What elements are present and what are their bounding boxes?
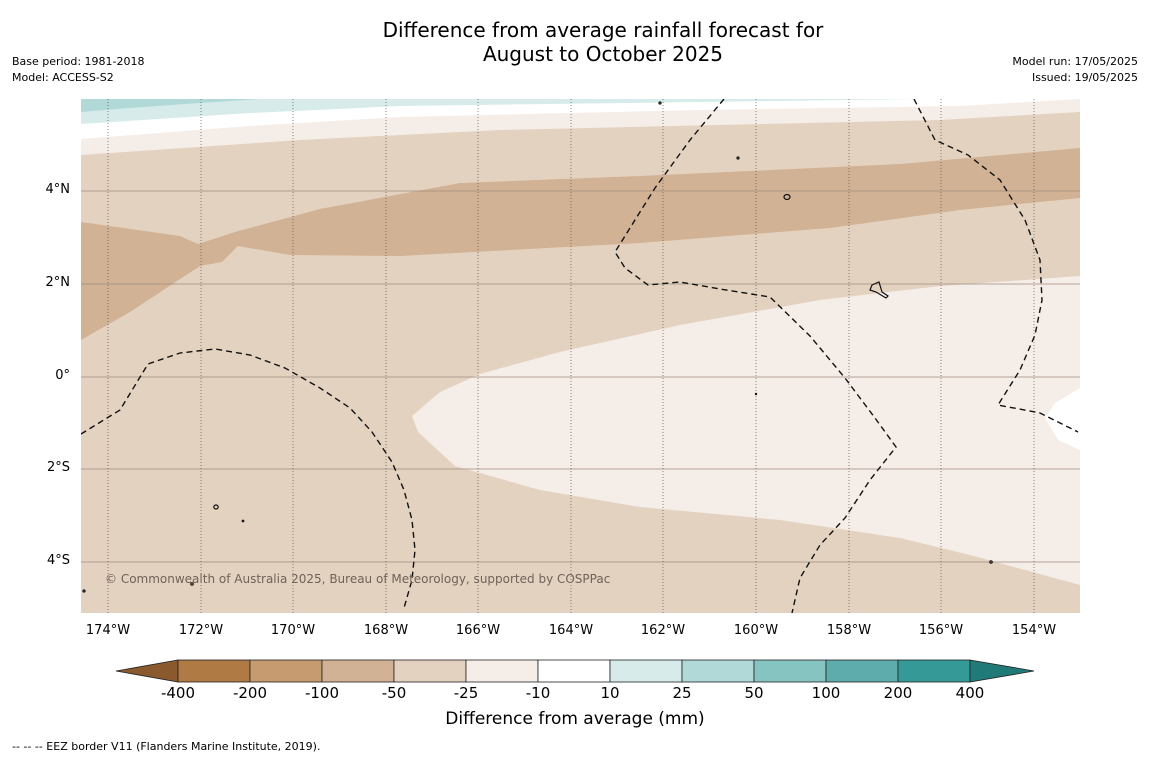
island-outline xyxy=(213,504,219,510)
colorbar-tick-label: -400 xyxy=(160,684,196,702)
colorbar-swatch xyxy=(825,659,899,683)
island-dot xyxy=(190,582,194,586)
colorbar-swatch xyxy=(465,659,539,683)
meta-left: Base period: 1981-2018 Model: ACCESS-S2 xyxy=(12,54,144,86)
lat-label-4n: 4°N xyxy=(45,182,71,197)
graticule-lat xyxy=(81,190,1080,563)
title-line-2: August to October 2025 xyxy=(482,42,724,66)
lon-label: 168°W xyxy=(363,623,409,638)
colorbar-tick-label: -10 xyxy=(525,684,551,702)
colorbar-tick-label: -25 xyxy=(453,684,479,702)
island-dot xyxy=(241,519,245,523)
colorbar-tick-label: 100 xyxy=(811,684,841,702)
anomaly-region-north-wet2 xyxy=(81,99,260,112)
colorbar-swatch xyxy=(177,659,251,683)
colorbar-swatch xyxy=(393,659,467,683)
island-markers xyxy=(82,101,993,593)
colorbar-tick-label: 200 xyxy=(883,684,913,702)
map-title: Difference from average rainfall forecas… xyxy=(0,18,1150,66)
issued-text: Issued: 19/05/2025 xyxy=(1031,71,1138,84)
meta-right: Model run: 17/05/2025 Issued: 19/05/2025 xyxy=(1012,54,1138,86)
lat-label-2s: 2°S xyxy=(46,460,70,475)
colorbar-title: Difference from average (mm) xyxy=(445,709,705,729)
anomaly-region-dry-band xyxy=(81,148,1080,340)
island-dot xyxy=(754,392,758,396)
eez-borders xyxy=(81,99,1079,613)
island-outline xyxy=(783,193,791,201)
colorbar-tick-label: 25 xyxy=(672,684,692,702)
island-outline xyxy=(869,281,889,299)
colorbar-tick-label: 10 xyxy=(600,684,620,702)
colorbar-arrow-high xyxy=(969,659,1035,683)
island-dot xyxy=(658,101,662,105)
anomaly-region-north-wet1 xyxy=(81,99,920,124)
island-dot xyxy=(82,589,86,593)
copyright-notice: © Commonwealth of Australia 2025, Bureau… xyxy=(105,572,611,586)
colorbar-swatch xyxy=(249,659,323,683)
model-text: Model: ACCESS-S2 xyxy=(12,71,114,84)
lon-label: 164°W xyxy=(548,623,594,638)
title-line-1: Difference from average rainfall forecas… xyxy=(382,18,824,42)
anomaly-region-east-light xyxy=(412,276,1080,585)
base-period-text: Base period: 1981-2018 xyxy=(12,55,145,68)
colorbar-swatch xyxy=(681,659,755,683)
anomaly-region-east-neutral xyxy=(1045,388,1080,450)
lat-label-0: 0° xyxy=(55,368,70,383)
lon-label: 158°W xyxy=(826,623,872,638)
colorbar-swatch xyxy=(321,659,395,683)
model-run-text: Model run: 17/05/2025 xyxy=(1012,55,1138,68)
colorbar-tick-label: -200 xyxy=(232,684,268,702)
colorbar-tick-label: 400 xyxy=(955,684,985,702)
colorbar-swatch xyxy=(537,659,611,683)
colorbar xyxy=(115,659,1035,683)
colorbar-arrow-low xyxy=(115,659,179,683)
lon-label: 166°W xyxy=(455,623,501,638)
anomaly-fill-layer xyxy=(81,99,1080,613)
colorbar-tick-label: -100 xyxy=(304,684,340,702)
colorbar-tick-label: -50 xyxy=(381,684,407,702)
lon-label: 172°W xyxy=(178,623,224,638)
lon-label: 170°W xyxy=(270,623,316,638)
lon-label: 174°W xyxy=(85,623,131,638)
colorbar-swatch xyxy=(753,659,827,683)
colorbar-swatch xyxy=(897,659,971,683)
lon-label: 162°W xyxy=(640,623,686,638)
colorbar-swatch xyxy=(609,659,683,683)
lon-label: 160°W xyxy=(733,623,779,638)
lat-label-2n: 2°N xyxy=(45,275,71,290)
eez-footnote: -- -- -- EEZ border V11 (Flanders Marine… xyxy=(12,740,321,753)
island-dot xyxy=(989,560,993,564)
island-dot xyxy=(736,156,740,160)
colorbar-tick-label: 50 xyxy=(744,684,764,702)
lon-label: 156°W xyxy=(918,623,964,638)
lon-label: 154°W xyxy=(1011,623,1057,638)
lat-label-4s: 4°S xyxy=(46,553,70,568)
